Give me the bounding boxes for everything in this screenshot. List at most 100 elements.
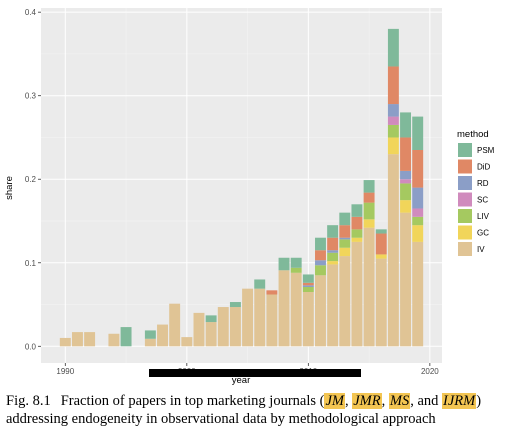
y-tick-label: 0.0 xyxy=(25,342,37,351)
caption-and: , and xyxy=(410,393,443,409)
bar-segment-iv-2007 xyxy=(266,294,278,347)
bar-segment-did-2011 xyxy=(315,250,326,261)
legend: method PSM DiD RD SC LIV GC IV xyxy=(457,129,495,256)
journal-jm: JM xyxy=(324,393,345,409)
bar-segment-did-2017 xyxy=(387,66,399,105)
bar-segment-gc-2016 xyxy=(375,254,387,259)
bar-segment-iv-2001 xyxy=(193,312,205,347)
bar-segment-iv-2006 xyxy=(254,288,266,347)
caption-separator: , xyxy=(345,393,353,409)
bar-segment-psm-2012 xyxy=(327,225,339,238)
figure-caption: Fig. 8.1 Fraction of papers in top market… xyxy=(6,392,506,428)
bar-segment-iv-1998 xyxy=(157,324,168,347)
journal-ms: MS xyxy=(388,393,411,409)
bar-segment-rd-2011 xyxy=(315,260,326,266)
bar-segment-iv-2005 xyxy=(242,288,254,347)
bar-segment-psm-2006 xyxy=(254,279,266,289)
bar-segment-iv-1991 xyxy=(71,332,83,347)
x-axis-title: year xyxy=(232,375,250,385)
bar-segment-iv-2010 xyxy=(302,292,314,347)
bar-segment-rd-2013 xyxy=(339,237,351,240)
bar-segment-iv-2013 xyxy=(339,256,351,347)
bar-segment-gc-2013 xyxy=(339,247,351,257)
bar-segment-psm-2008 xyxy=(278,257,290,271)
major-gridlines xyxy=(41,8,442,363)
bar-segment-psm-2002 xyxy=(205,315,217,323)
x-tick-label: 1990 xyxy=(56,367,74,376)
legend-swatch-iv xyxy=(458,242,472,256)
bar-segment-iv-2011 xyxy=(315,275,326,347)
bar-segment-psm-2010 xyxy=(302,274,314,283)
bar-segment-did-2019 xyxy=(412,150,424,188)
bar-segment-iv-2018 xyxy=(400,212,412,347)
bar-segment-psm-2018 xyxy=(400,112,412,138)
bar-segment-rd-2018 xyxy=(400,170,412,180)
bar-segment-liv-2011 xyxy=(315,265,326,276)
legend-label-did: DiD xyxy=(477,163,491,172)
figure-label: Fig. 8.1 xyxy=(6,393,51,409)
caption-separator: , xyxy=(381,393,389,409)
bar-segment-liv-2010 xyxy=(302,286,314,292)
bar-segment-iv-1990 xyxy=(59,337,71,347)
bar-segment-iv-2003 xyxy=(217,307,229,347)
bar-segment-iv-1999 xyxy=(169,303,181,347)
bar-segment-iv-2002 xyxy=(205,322,217,347)
bar-segment-did-2007 xyxy=(266,290,278,295)
bar-segment-psm-2017 xyxy=(387,28,399,67)
bar-segment-psm-2015 xyxy=(363,180,375,193)
bar-segment-iv-2004 xyxy=(229,307,241,347)
bar-segment-liv-2012 xyxy=(327,252,339,262)
bar-segment-psm-1997 xyxy=(144,330,156,339)
bar-segment-iv-2012 xyxy=(327,264,339,347)
y-tick-label: 0.1 xyxy=(25,259,37,268)
bar-segment-iv-1997 xyxy=(144,338,156,347)
legend-swatch-rd xyxy=(458,176,472,190)
bar-segment-rd-2012 xyxy=(327,250,339,253)
bar-segment-rd-2010 xyxy=(302,285,314,287)
legend-label-iv: IV xyxy=(477,245,485,254)
bar-segment-psm-1995 xyxy=(120,327,132,347)
legend-swatch-did xyxy=(458,159,472,174)
redaction-bar xyxy=(149,369,361,377)
bar-segment-gc-2018 xyxy=(400,200,412,213)
bar-segment-iv-2019 xyxy=(412,241,424,347)
bar-segment-rd-2019 xyxy=(412,187,424,209)
bar-segment-did-2016 xyxy=(375,233,387,255)
bar-segment-psm-2004 xyxy=(229,302,241,308)
legend-swatch-psm xyxy=(458,143,472,157)
stacked-bar-chart: 0.00.10.20.30.4 1990200020102020 share y… xyxy=(4,8,495,385)
bar-segment-gc-2015 xyxy=(363,219,375,228)
bar-segment-did-2015 xyxy=(363,192,375,203)
bar-segment-liv-2009 xyxy=(290,267,302,273)
bar-segment-did-2018 xyxy=(400,137,412,171)
bar-segment-sc-2019 xyxy=(412,208,424,217)
bar-segment-rd-2017 xyxy=(387,104,399,117)
caption-text-before: Fraction of papers in top marketing jour… xyxy=(60,393,325,409)
bar-segment-iv-2008 xyxy=(278,270,290,347)
y-tick-label: 0.4 xyxy=(25,8,37,17)
bar-segment-liv-2017 xyxy=(387,124,399,138)
bar-segment-liv-2013 xyxy=(339,239,351,248)
bar-segment-psm-2009 xyxy=(290,257,302,268)
bar-segment-gc-2012 xyxy=(327,261,339,265)
y-axis-ticks: 0.0 0.1 0.2 0.3 0.4 xyxy=(25,8,41,351)
journal-jmr: JMR xyxy=(352,393,382,409)
bar-segment-iv-2016 xyxy=(375,258,387,347)
legend-title: method xyxy=(457,129,489,140)
plot-panel xyxy=(41,8,442,363)
legend-label-gc: GC xyxy=(477,229,489,238)
bar-segment-gc-2017 xyxy=(387,137,399,155)
bar-segment-psm-2016 xyxy=(375,229,387,234)
legend-swatch-sc xyxy=(458,192,472,207)
caption-text-after: ) addressing endogeneity in observationa… xyxy=(6,393,482,427)
bar-segment-iv-2017 xyxy=(387,154,399,347)
bar-segment-liv-2019 xyxy=(412,216,424,226)
x-tick-label: 2020 xyxy=(421,367,439,376)
bar-segment-psm-2011 xyxy=(315,237,326,251)
bar-segment-psm-2014 xyxy=(351,204,363,217)
bars xyxy=(59,28,424,347)
bar-segment-sc-2017 xyxy=(387,116,399,125)
bar-segment-did-2010 xyxy=(302,282,314,286)
y-axis-title: share xyxy=(4,176,15,200)
bar-segment-iv-1994 xyxy=(108,333,120,347)
